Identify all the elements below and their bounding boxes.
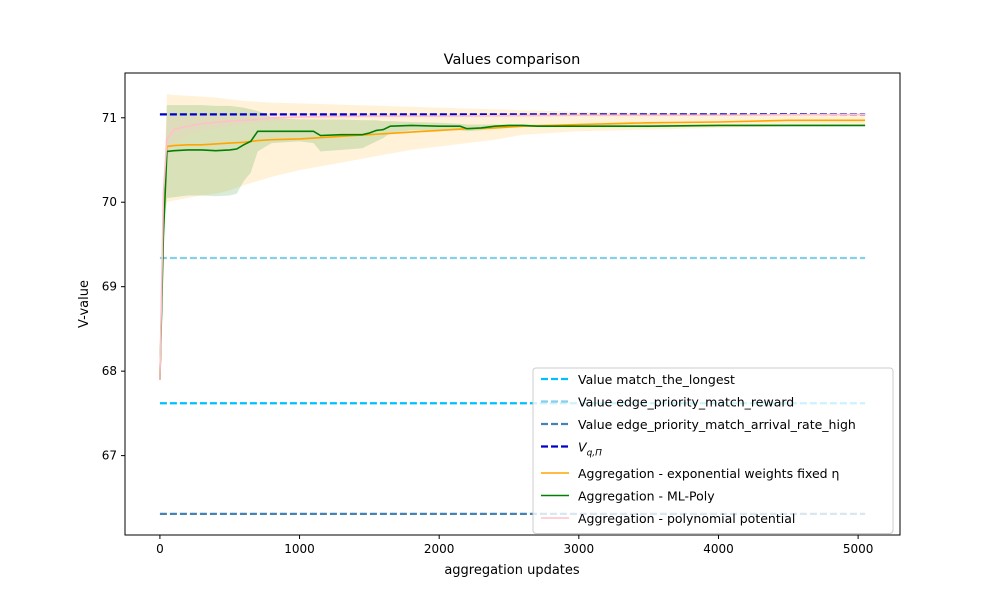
legend-box	[532, 367, 894, 534]
legend-label-4: Aggregation - exponential weights fixed …	[578, 466, 839, 481]
x-tick-label-3000: 3000	[564, 542, 595, 556]
plot-frame	[124, 72, 901, 536]
band-1	[159, 105, 866, 380]
series-line-2	[159, 113, 866, 380]
axes: 0 1000 2000 3000 4000 5000 67 68 69 70 71	[102, 72, 901, 556]
y-tick-label-70: 70	[102, 195, 117, 209]
y-tick-label-67: 67	[102, 449, 117, 463]
y-tick-label-69: 69	[102, 280, 117, 294]
series-line-1	[159, 124, 866, 380]
series-lines	[159, 113, 866, 515]
series-line-0	[159, 119, 866, 380]
legend: Value match_the_longest Value edge_priori…	[532, 367, 894, 534]
legend-label-6: Aggregation - polynomial potential	[578, 511, 795, 526]
x-axis-label: aggregation updates	[444, 563, 580, 578]
legend-label-5: Aggregation - ML-Poly	[578, 489, 715, 504]
confidence-bands	[159, 94, 866, 380]
x-tick-label-5000: 5000	[843, 542, 874, 556]
x-tick-label-0: 0	[156, 542, 164, 556]
legend-label-2: Value edge_priority_match_arrival_rate_h…	[578, 417, 856, 432]
x-tick-label-4000: 4000	[703, 542, 734, 556]
y-axis-label: V-value	[77, 280, 92, 328]
band-0	[159, 94, 866, 380]
x-tick-label-1000: 1000	[284, 542, 315, 556]
legend-label-1: Value edge_priority_match_reward	[578, 395, 794, 410]
chart-title: Values comparison	[444, 52, 581, 68]
x-tick-label-2000: 2000	[424, 542, 455, 556]
y-tick-label-68: 68	[102, 364, 117, 378]
legend-label-0: Value match_the_longest	[578, 372, 735, 387]
y-tick-label-71: 71	[102, 111, 117, 125]
